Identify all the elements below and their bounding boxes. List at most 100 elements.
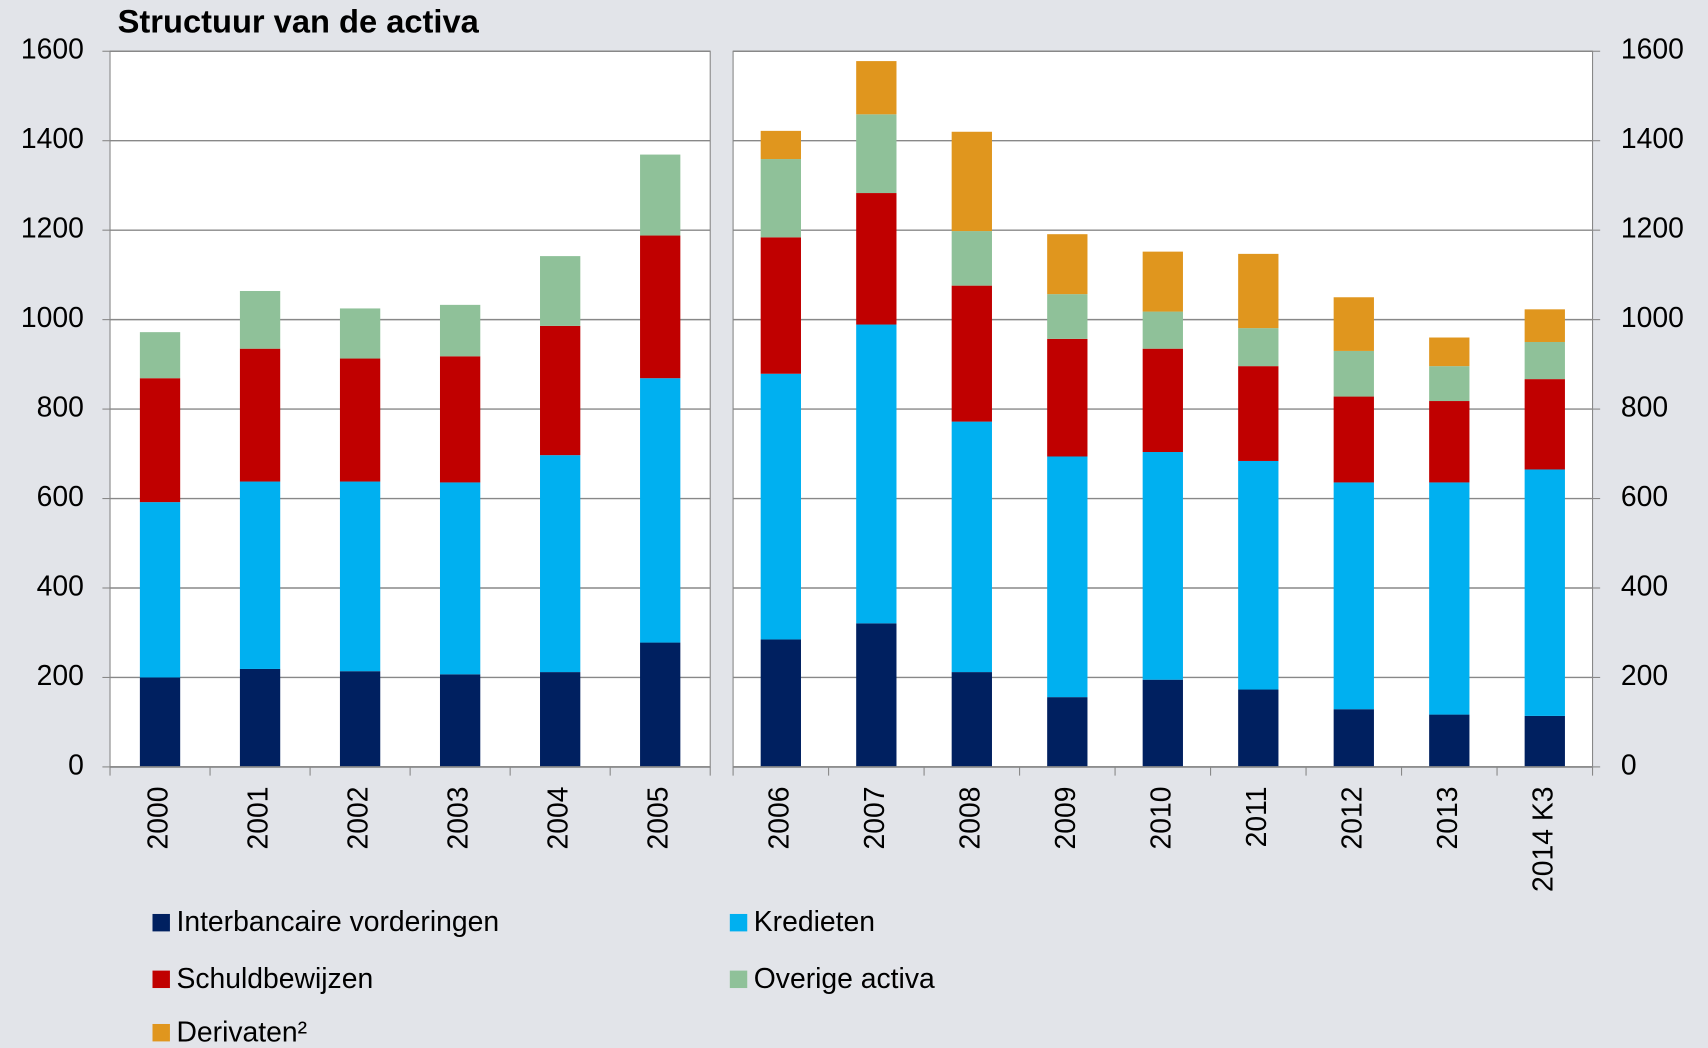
legend-swatch xyxy=(152,913,170,932)
y-tick-label: 800 xyxy=(37,392,84,424)
y2-tick-label: 0 xyxy=(1621,749,1637,781)
bar xyxy=(339,308,381,359)
bar xyxy=(1524,469,1565,716)
bar xyxy=(540,325,581,456)
bar xyxy=(951,285,992,422)
bar xyxy=(1142,452,1183,680)
bar xyxy=(339,671,381,767)
bar xyxy=(1333,396,1374,483)
legend-label: Derivaten² xyxy=(176,1016,307,1048)
y-tick-label: 200 xyxy=(37,660,84,692)
bar xyxy=(760,130,801,160)
legend-label: Kredieten xyxy=(754,906,875,938)
bar xyxy=(239,348,281,482)
bar xyxy=(1429,401,1470,483)
bar xyxy=(640,378,681,643)
y2-tick-label: 600 xyxy=(1621,481,1668,513)
bar xyxy=(640,642,681,767)
bar xyxy=(1524,715,1565,767)
y-tick-label: 1600 xyxy=(21,34,84,66)
bar xyxy=(1047,294,1088,339)
y-tick-label: 600 xyxy=(37,481,84,513)
bar xyxy=(239,668,281,767)
bar xyxy=(139,677,181,767)
bar xyxy=(1238,689,1279,767)
bar xyxy=(139,378,181,503)
x-tick-label: 2012 xyxy=(1336,787,1368,850)
bar xyxy=(1047,338,1088,457)
x-tick-label: 2013 xyxy=(1432,787,1464,850)
x-tick-label: 2008 xyxy=(954,787,986,850)
bar xyxy=(760,373,801,640)
bar xyxy=(439,304,481,357)
x-tick-label: 2006 xyxy=(763,787,795,850)
y-tick-label: 1000 xyxy=(21,302,84,334)
bar xyxy=(1333,297,1374,351)
bar xyxy=(239,481,281,669)
x-tick-label: 2009 xyxy=(1050,787,1082,850)
bar xyxy=(1524,379,1565,470)
bar xyxy=(856,61,897,115)
bar xyxy=(1238,366,1279,461)
y2-tick-label: 1200 xyxy=(1621,213,1684,245)
x-tick-label: 2000 xyxy=(143,787,175,850)
bar xyxy=(1047,456,1088,698)
legend-label: Schuldbewijzen xyxy=(176,963,373,995)
bar xyxy=(1333,709,1374,767)
bar xyxy=(1333,482,1374,710)
bar xyxy=(1333,350,1374,397)
legend-swatch xyxy=(729,970,748,989)
bar xyxy=(951,421,992,673)
bar xyxy=(856,324,897,624)
bar xyxy=(1524,341,1565,380)
bar xyxy=(760,639,801,767)
x-tick-label: 2003 xyxy=(443,787,475,850)
bar xyxy=(540,455,581,673)
bar xyxy=(1429,337,1470,367)
bar xyxy=(1524,309,1565,342)
bar xyxy=(1142,679,1183,767)
y2-tick-label: 400 xyxy=(1621,570,1668,602)
y-tick-label: 1400 xyxy=(21,123,84,155)
y2-tick-label: 1400 xyxy=(1621,123,1684,155)
bar xyxy=(640,154,681,236)
bar xyxy=(1238,253,1279,329)
bar xyxy=(640,235,681,379)
x-tick-label: 2007 xyxy=(859,787,891,850)
bar xyxy=(1429,366,1470,402)
legend-swatch xyxy=(729,913,748,932)
x-tick-label: 2014 K3 xyxy=(1527,787,1559,892)
x-tick-label: 2005 xyxy=(643,787,675,850)
bar xyxy=(139,332,181,379)
bar xyxy=(540,256,581,326)
bar xyxy=(439,674,481,767)
bar xyxy=(951,131,992,232)
bar xyxy=(1142,251,1183,312)
bar xyxy=(339,358,381,482)
bar xyxy=(339,481,381,672)
legend-swatch xyxy=(152,970,170,989)
x-tick-label: 2010 xyxy=(1145,787,1177,850)
bar xyxy=(760,237,801,374)
y2-tick-label: 1000 xyxy=(1621,302,1684,334)
bar xyxy=(856,193,897,325)
bar xyxy=(856,623,897,767)
bar xyxy=(1142,348,1183,453)
bar xyxy=(856,114,897,194)
bar xyxy=(1429,714,1470,767)
bar xyxy=(1429,482,1470,715)
y2-tick-label: 1600 xyxy=(1621,34,1684,66)
x-tick-label: 2002 xyxy=(343,787,375,850)
bar xyxy=(1047,697,1088,767)
bar xyxy=(439,356,481,483)
x-tick-label: 2011 xyxy=(1241,787,1273,848)
y-tick-label: 0 xyxy=(68,749,84,781)
bar xyxy=(1238,328,1279,367)
x-tick-label: 2004 xyxy=(543,787,575,850)
legend-label: Interbancaire vorderingen xyxy=(176,906,499,938)
bar xyxy=(1142,311,1183,349)
legend-label: Overige activa xyxy=(754,963,935,995)
bar xyxy=(540,672,581,767)
bar xyxy=(951,672,992,767)
